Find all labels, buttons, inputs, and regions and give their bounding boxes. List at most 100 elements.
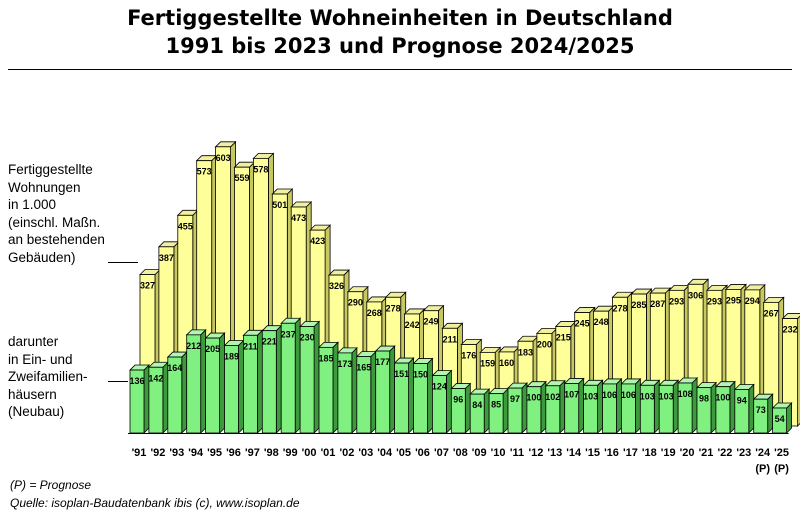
- value-label-total-3: 573: [197, 167, 212, 177]
- value-label-total-1: 387: [159, 253, 174, 263]
- value-label-efh-10: 185: [318, 353, 333, 363]
- value-label-efh-9: 230: [300, 333, 315, 343]
- value-label-total-32: 294: [745, 296, 760, 306]
- series-label-one-two-family-line-2: in Ein- und: [8, 351, 73, 367]
- value-label-total-30: 293: [707, 296, 722, 306]
- bar-efh-33-side: [767, 393, 774, 434]
- x-tick-13: '04: [377, 447, 393, 459]
- x-tick-9: '00: [302, 447, 317, 459]
- value-label-efh-0: 136: [129, 376, 144, 386]
- value-label-efh-2: 164: [167, 363, 182, 373]
- bar-efh-20-side: [521, 382, 528, 434]
- value-label-efh-29: 108: [678, 389, 693, 399]
- value-label-total-23: 245: [575, 319, 590, 329]
- value-label-total-24: 248: [594, 317, 609, 327]
- value-label-total-31: 295: [726, 295, 741, 305]
- bar-efh-13: [374, 345, 396, 434]
- x-tick-3: '94: [188, 447, 204, 459]
- value-label-efh-18: 84: [472, 400, 482, 410]
- x-tick-28: '19: [661, 447, 676, 459]
- x-tick-27: '18: [642, 447, 657, 459]
- value-label-total-0: 327: [140, 281, 155, 291]
- bar-efh-27-side: [653, 379, 660, 434]
- source-note: Quelle: isoplan-Baudatenbank ibis (c), w…: [10, 496, 300, 510]
- bar-efh-33: [752, 393, 774, 434]
- x-tick-33: '24: [755, 447, 771, 459]
- value-label-total-34: 232: [783, 325, 798, 335]
- bar-efh-3: [185, 328, 207, 434]
- value-label-total-17: 176: [461, 351, 476, 361]
- bar-efh-28: [658, 379, 680, 434]
- value-label-efh-20: 97: [510, 394, 520, 404]
- bar-efh-9: [299, 320, 321, 434]
- series-label-one-two-family-line-4: häusern: [8, 386, 57, 402]
- value-label-total-13: 278: [386, 303, 401, 313]
- bar-efh-7-side: [275, 324, 282, 434]
- value-label-total-9: 423: [310, 236, 325, 246]
- x-tick-14: '05: [396, 447, 411, 459]
- value-label-total-10: 326: [329, 281, 344, 291]
- value-label-efh-33: 73: [756, 405, 766, 415]
- bar-efh-17-side: [464, 382, 471, 434]
- x-tick-15: '06: [415, 447, 430, 459]
- bar-efh-23-side: [578, 377, 585, 434]
- x-tick-19: '10: [491, 447, 506, 459]
- value-label-efh-21: 100: [526, 393, 541, 403]
- x-tick-29: '20: [680, 447, 695, 459]
- x-tick-17: '08: [453, 447, 468, 459]
- bar-efh-20: [507, 382, 528, 434]
- x-tick-31: '22: [717, 447, 732, 459]
- x-tick-20: '11: [510, 447, 524, 459]
- bar-efh-34: [771, 402, 793, 434]
- x-tick-note-33: (P): [755, 463, 770, 475]
- x-tick-1: '92: [150, 447, 165, 459]
- bar-efh-9-side: [313, 320, 320, 434]
- x-tick-2: '93: [169, 447, 184, 459]
- value-label-total-14: 242: [405, 320, 420, 330]
- value-label-total-25: 278: [612, 303, 627, 313]
- value-label-efh-15: 150: [413, 370, 428, 380]
- bar-efh-15: [412, 357, 434, 434]
- value-label-efh-6: 211: [243, 341, 258, 351]
- value-label-efh-16: 124: [432, 382, 447, 392]
- bar-efh-32-side: [748, 383, 755, 434]
- bar-efh-1: [147, 361, 169, 434]
- value-label-efh-13: 177: [375, 357, 390, 367]
- value-label-efh-27: 103: [640, 391, 655, 401]
- x-tick-34: '25: [774, 447, 789, 459]
- bar-efh-30-side: [710, 381, 717, 434]
- x-tick-note-34: (P): [774, 463, 789, 475]
- series-label-one-two-family-line-3: Zweifamilien-: [8, 369, 88, 384]
- bar-efh-27: [639, 379, 661, 434]
- bar-efh-22: [544, 379, 566, 434]
- bar-efh-2-side: [181, 351, 188, 434]
- series-label-total-line-5: an bestehenden: [8, 232, 105, 247]
- value-label-efh-23: 107: [564, 389, 579, 399]
- bar-efh-4: [204, 332, 226, 434]
- value-label-total-22: 215: [556, 332, 571, 342]
- bar-efh-23: [563, 377, 585, 434]
- value-label-efh-4: 205: [205, 344, 220, 354]
- value-label-efh-14: 151: [394, 369, 409, 379]
- bar-efh-4-side: [219, 332, 226, 434]
- series-label-total-line-6: Gebäuden): [8, 249, 76, 265]
- x-tick-30: '21: [699, 447, 714, 459]
- value-label-efh-28: 103: [659, 391, 674, 401]
- bar-efh-16-side: [445, 369, 452, 434]
- bar-efh-25: [601, 377, 623, 434]
- bar-efh-5-side: [238, 339, 244, 434]
- value-label-efh-12: 165: [356, 363, 371, 373]
- value-label-total-28: 293: [669, 296, 684, 306]
- series-label-total-line-3: in 1.000: [8, 197, 57, 212]
- value-label-total-18: 159: [480, 358, 495, 368]
- value-label-efh-22: 102: [545, 392, 560, 402]
- x-tick-22: '13: [547, 447, 562, 459]
- x-tick-6: '97: [245, 447, 260, 459]
- bar-efh-13-side: [389, 345, 396, 434]
- value-label-efh-26: 106: [621, 390, 636, 400]
- x-tick-21: '12: [528, 447, 543, 459]
- value-label-efh-24: 103: [583, 391, 598, 401]
- series-label-total-line-1: Fertiggestellte: [8, 162, 93, 177]
